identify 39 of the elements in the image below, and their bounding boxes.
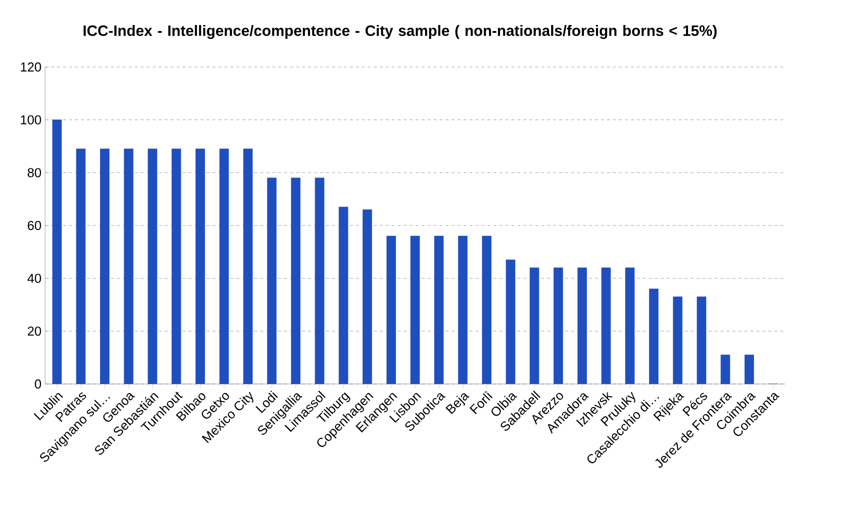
bar <box>649 288 658 384</box>
bar <box>267 178 277 384</box>
bar <box>672 296 682 384</box>
bar <box>172 148 182 384</box>
bar <box>148 148 158 384</box>
y-tick-label: 120 <box>20 62 42 72</box>
y-tick-label: 40 <box>27 274 42 283</box>
bar <box>196 148 205 384</box>
bar <box>219 148 229 384</box>
bar <box>100 148 110 384</box>
bar <box>243 148 253 384</box>
bar <box>52 120 62 384</box>
bar <box>434 236 444 384</box>
chart-title: ICC-Index - Intelligence/compentence - City sample ( non-nationals/foreign borns < 15%) <box>84 24 717 39</box>
y-tick-label: 100 <box>20 115 42 124</box>
bar <box>76 148 86 384</box>
bar <box>506 260 516 384</box>
bar <box>720 354 730 384</box>
bar <box>696 296 706 384</box>
bar <box>554 268 563 384</box>
y-tick-label: 60 <box>28 220 42 230</box>
bar <box>124 148 134 384</box>
bar <box>410 236 420 384</box>
bar <box>625 268 635 384</box>
y-tick-label: 20 <box>28 326 42 336</box>
bar <box>601 268 611 384</box>
bar <box>314 178 324 384</box>
bar <box>577 268 587 384</box>
x-tick-label: Beja <box>446 393 470 414</box>
bar <box>362 209 372 384</box>
bar <box>338 206 348 384</box>
bar <box>386 236 396 384</box>
bar <box>458 236 468 384</box>
bar <box>744 354 754 384</box>
y-tick-label: 80 <box>28 168 42 178</box>
y-tick-label: 0 <box>34 379 42 389</box>
bar <box>291 178 300 384</box>
bar <box>530 268 540 384</box>
bar <box>482 236 492 384</box>
